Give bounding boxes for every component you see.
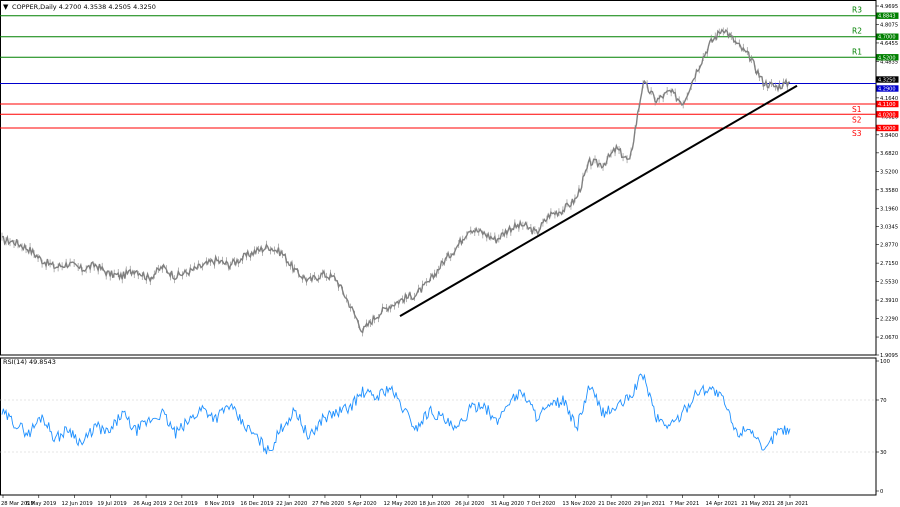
x-axis-label: 28 Mar 2019: [1, 501, 34, 507]
current-price-tag-bg: [876, 76, 899, 83]
rsi-panel-frame: [0, 357, 877, 496]
rsi-axis-label: 30: [880, 450, 887, 456]
price-panel: 4.96954.80754.64554.48354.32154.16404.00…: [0, 0, 899, 359]
level-label-R2: R2: [852, 27, 862, 36]
level-tag-bg: [876, 100, 899, 108]
price-axis-label: 4.4835: [880, 59, 898, 65]
level-label-S1: S1: [852, 105, 862, 114]
x-axis-label: 8 Nov 2019: [205, 501, 235, 507]
price-axis-label: 2.0670: [880, 335, 898, 341]
x-axis-label: 28 Jun 2021: [777, 501, 808, 507]
price-axis-label: 2.2290: [880, 317, 898, 323]
x-axis-label: 2 Oct 2019: [169, 501, 198, 507]
x-axis-label: 22 Jan 2020: [276, 501, 307, 507]
level-label-R1: R1: [852, 47, 862, 56]
rsi-axis-label: 100: [880, 359, 890, 365]
x-axis-label: 21 Dec 2020: [598, 501, 631, 507]
chart-header: COPPER,Daily 4.2700 4.3538 4.2505 4.3250: [12, 3, 156, 11]
level-tag-bg: [876, 54, 899, 61]
x-axis-label: 14 Apr 2021: [705, 501, 737, 507]
x-axis-label: 18 Jun 2020: [419, 501, 450, 507]
x-axis-label: 26 Aug 2019: [133, 501, 166, 507]
rsi-header: RSI(14) 49.8543: [3, 358, 56, 366]
price-axis-label: 4.9695: [880, 4, 898, 10]
level-tag-bg: [876, 124, 899, 132]
level-tag-value: 3.9000: [878, 126, 896, 132]
rsi-line: [1, 373, 791, 455]
x-axis-label: 21 May 2021: [741, 501, 775, 507]
x-axis-label: 12 May 2020: [384, 501, 418, 507]
x-axis-label: 13 Nov 2020: [562, 501, 595, 507]
rsi-panel: 100 70 30 0: [0, 357, 890, 496]
chart-header-arrow[interactable]: ▼: [3, 3, 9, 11]
level-label-R3: R3: [852, 6, 862, 15]
price-axis-label: 4.8075: [880, 22, 898, 28]
level-tag-bg: [876, 85, 899, 92]
price-axis-label: 3.1960: [880, 206, 898, 212]
x-axis-label: 16 Dec 2019: [240, 501, 273, 507]
price-line: [1, 28, 791, 334]
rsi-axis-label: 70: [880, 398, 887, 404]
level-label-S3: S3: [852, 129, 862, 138]
trendline[interactable]: [399, 84, 798, 318]
level-tag-value: 4.8843: [878, 14, 896, 20]
price-axis-label: 3.6820: [880, 151, 898, 157]
price-axis-label: 4.1640: [880, 96, 898, 102]
price-axis-label: 2.3910: [880, 298, 898, 304]
level-tag-value: 4.5200: [878, 55, 896, 61]
price-panel-frame: [0, 0, 877, 356]
x-axis-label: 5 Apr 2020: [348, 501, 377, 507]
price-axis-label: 3.8400: [880, 133, 898, 139]
x-axis-label: 7 Oct 2020: [527, 501, 556, 507]
price-axis-label: 2.8770: [880, 243, 898, 249]
current-price-tag: 4.3250: [878, 78, 896, 84]
level-tag-value: 4.7000: [878, 35, 896, 41]
x-axis-label: 7 Mar 2021: [670, 501, 700, 507]
x-axis-label: 26 Jul 2020: [455, 501, 484, 507]
price-axis-label: 4.6455: [880, 41, 898, 47]
level-tag-bg: [876, 111, 899, 118]
level-label-S2: S2: [852, 115, 862, 124]
price-axis-label: 3.0345: [880, 225, 898, 231]
price-axis-label: 3.3580: [880, 188, 898, 194]
level-tag-value: 4.2900: [878, 86, 896, 92]
level-tag-value: 4.0200: [878, 112, 896, 118]
x-axis-label: 12 Jun 2019: [62, 501, 93, 507]
price-axis-label: 2.7150: [880, 261, 898, 267]
x-axis-label: 31 Aug 2020: [491, 501, 524, 507]
price-axis-label: 1.9095: [880, 353, 898, 359]
price-axis-label: 3.5200: [880, 169, 898, 175]
level-tag-bg: [876, 12, 899, 19]
x-axis-label: 19 Jul 2019: [97, 501, 126, 507]
price-axis-label: 2.5530: [880, 280, 898, 286]
x-axis-label: 29 Jan 2021: [634, 501, 665, 507]
rsi-axis-label: 0: [880, 489, 883, 495]
level-tag-value: 4.1100: [878, 102, 896, 108]
x-axis-label: 6 May 2019: [26, 501, 57, 507]
x-axis-label: 27 Feb 2020: [312, 501, 344, 507]
level-tag-bg: [876, 33, 899, 40]
